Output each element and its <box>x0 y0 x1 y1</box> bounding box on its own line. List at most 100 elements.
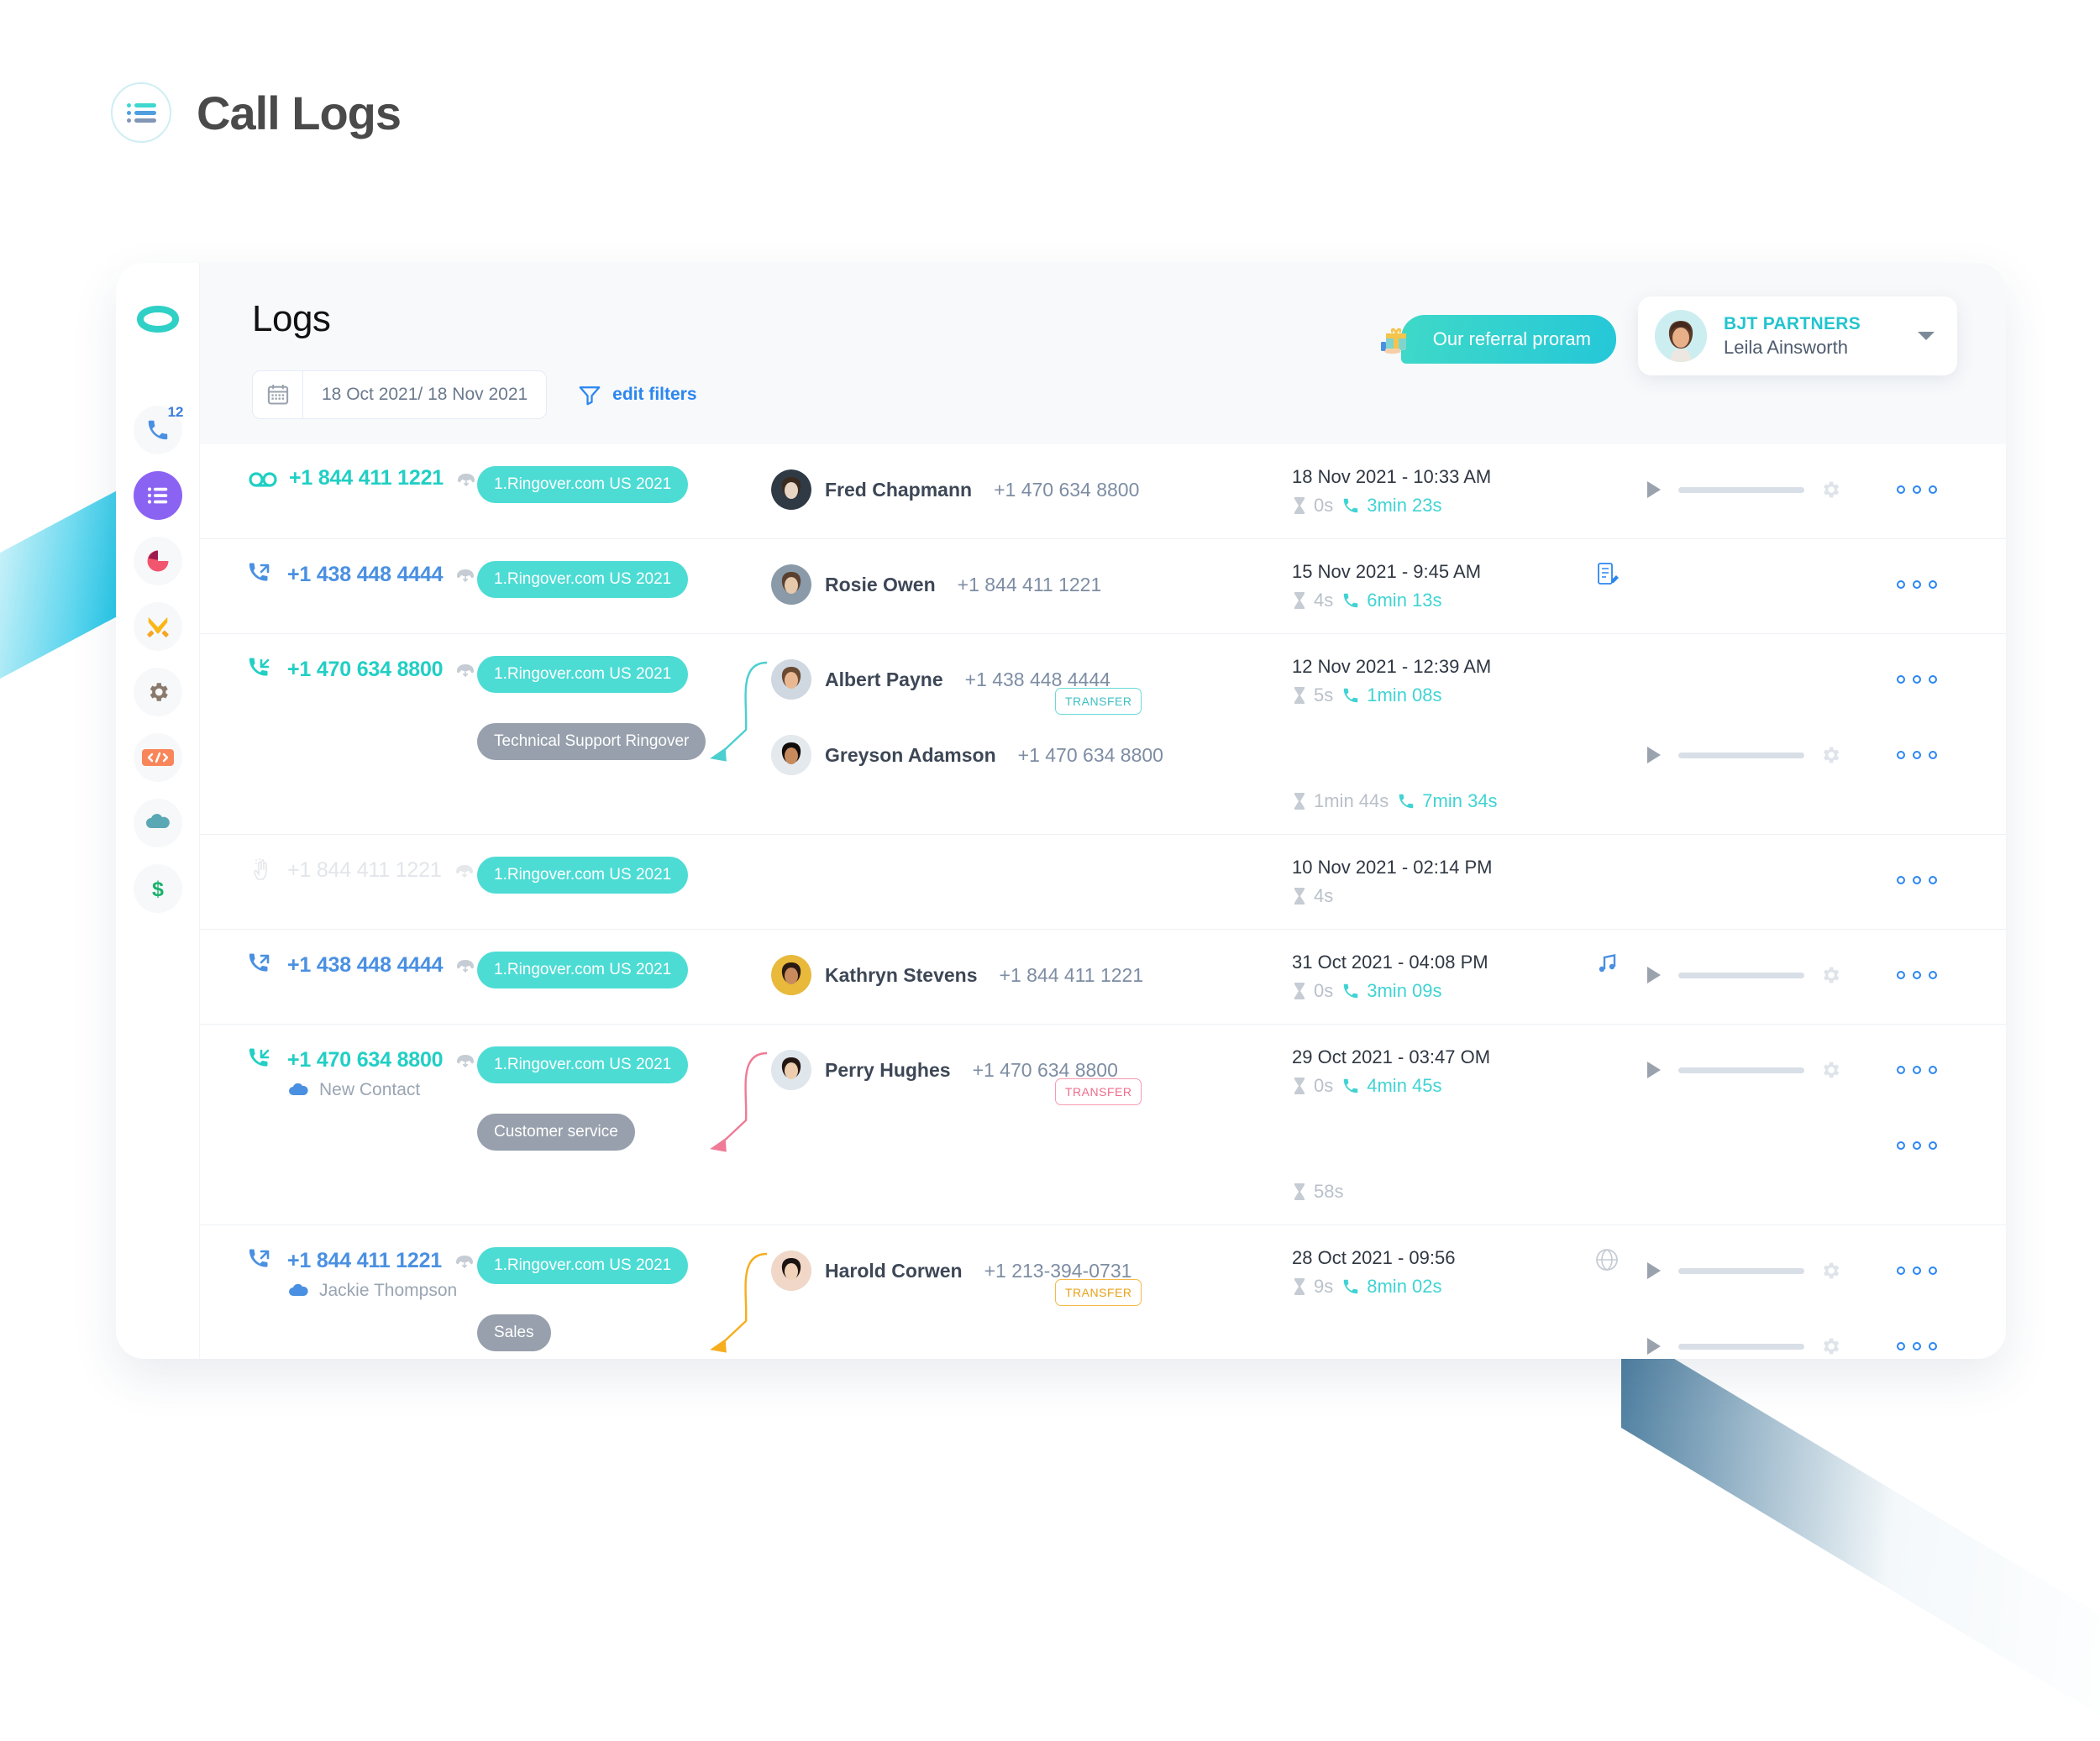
participant[interactable]: Harold Corwen +1 213-394-0731 <box>771 1247 1292 1294</box>
avatar <box>771 1050 811 1090</box>
player-gear-icon[interactable] <box>1819 964 1841 986</box>
table-row[interactable]: +1 438 448 4444 1.Ringover.com US 2021 K… <box>200 929 2006 1024</box>
transfer-badge: TRANSFER <box>1055 1078 1142 1105</box>
note-icon[interactable] <box>1594 561 1620 588</box>
table-row[interactable]: +1 438 448 4444 1.Ringover.com US 2021 R… <box>200 538 2006 633</box>
player-gear-icon[interactable] <box>1819 479 1841 501</box>
table-row[interactable]: +1 470 634 8800 New Contact 1.Ringover.co… <box>200 1024 2006 1224</box>
row-annotation-cell <box>1569 835 1645 929</box>
more-options-button[interactable] <box>1897 466 2006 513</box>
globe-icon[interactable] <box>1594 1247 1620 1272</box>
account-menu[interactable]: BJT PARTNERS Leila Ainsworth <box>1638 296 1957 375</box>
hourglass-icon <box>1294 1078 1305 1094</box>
sidebar-item-campaigns[interactable] <box>133 602 182 651</box>
participant[interactable]: Greyson Adamson +1 470 634 8800 <box>771 732 1292 779</box>
call-timestamp: 28 Oct 2021 - 09:56 <box>1292 1247 1456 1268</box>
sidebar-item-phone[interactable]: 12 <box>133 404 184 454</box>
audio-player[interactable] <box>1645 1323 1897 1359</box>
more-options-button[interactable] <box>1897 656 2006 703</box>
call-source-cell: +1 470 634 8800 <box>200 634 477 834</box>
sidebar-item-billing[interactable]: $ <box>133 864 182 913</box>
audio-player[interactable] <box>1645 466 1897 513</box>
call-source-cell: +1 470 634 8800 New Contact <box>200 1025 477 1224</box>
transfer-flow-cell <box>687 1225 771 1359</box>
progress-track[interactable] <box>1678 1267 1804 1274</box>
more-options-button[interactable] <box>1897 857 2006 904</box>
play-icon[interactable] <box>1645 745 1663 765</box>
sidebar-item-statistics[interactable] <box>133 537 182 585</box>
tag-pill[interactable]: 1.Ringover.com US 2021 <box>477 1247 689 1284</box>
edit-filters-button[interactable]: edit filters <box>577 382 697 407</box>
date-range-picker[interactable]: 18 Oct 2021/ 18 Nov 2021 <box>252 370 548 419</box>
table-row[interactable]: +1 844 411 1221 1.Ringover.com US 2021 F… <box>200 444 2006 538</box>
progress-track[interactable] <box>1678 1067 1804 1073</box>
play-icon[interactable] <box>1645 1060 1663 1080</box>
more-options-button[interactable] <box>1897 561 2006 608</box>
more-options-button[interactable] <box>1897 952 2006 999</box>
referral-label[interactable]: Our referral proram <box>1400 315 1616 364</box>
call-timestamp: 15 Nov 2021 - 9:45 AM <box>1292 561 1482 582</box>
sidebar-item-logs[interactable] <box>133 471 182 520</box>
more-options-button[interactable] <box>1897 1323 2006 1359</box>
player-gear-icon[interactable] <box>1819 744 1841 766</box>
avatar <box>1655 310 1707 362</box>
tag-pill[interactable]: 1.Ringover.com US 2021 <box>477 1046 689 1083</box>
table-row[interactable]: +1 844 411 1221 Jackie Thompson 1.Ringove… <box>200 1224 2006 1359</box>
player-gear-icon[interactable] <box>1819 1059 1841 1081</box>
participant[interactable]: Albert Payne +1 438 448 4444 <box>771 656 1292 703</box>
audio-player[interactable] <box>1645 1247 1897 1294</box>
player-gear-icon[interactable] <box>1819 1260 1841 1282</box>
participant[interactable]: Rosie Owen +1 844 411 1221 <box>771 561 1292 608</box>
ringover-logo[interactable] <box>136 298 179 340</box>
play-icon[interactable] <box>1645 965 1663 985</box>
row-actions-cell <box>1897 444 2006 538</box>
audio-player-empty <box>1645 857 1897 904</box>
wait-time: 4s <box>1292 885 1333 907</box>
list-icon <box>147 487 167 504</box>
progress-track[interactable] <box>1678 486 1804 493</box>
chevron-down-icon[interactable] <box>1897 330 1935 342</box>
referral-banner[interactable]: Our referral proram <box>1376 315 1616 364</box>
audio-player[interactable] <box>1645 1046 1897 1093</box>
tag-pill[interactable]: Customer service <box>477 1114 635 1151</box>
source-number: +1 844 411 1221 <box>287 857 442 882</box>
progress-track[interactable] <box>1678 752 1804 758</box>
tag-pill[interactable]: 1.Ringover.com US 2021 <box>477 952 689 988</box>
participant-number: +1 470 634 8800 <box>972 1058 1118 1081</box>
audio-player[interactable] <box>1645 732 1897 779</box>
tag-pill[interactable]: Technical Support Ringover <box>477 723 706 760</box>
hourglass-icon <box>1294 687 1305 704</box>
account-user-name: Leila Ainsworth <box>1724 336 1848 358</box>
tag-pill[interactable]: 1.Ringover.com US 2021 <box>477 857 689 894</box>
sidebar-item-settings[interactable] <box>133 668 182 716</box>
participants-cell: Albert Payne +1 438 448 4444 Greyson Ada… <box>771 634 1292 834</box>
call-timestamp: 29 Oct 2021 - 03:47 OM <box>1292 1046 1491 1067</box>
audio-player[interactable] <box>1645 952 1897 999</box>
music-note-icon[interactable] <box>1595 952 1619 975</box>
more-options-button[interactable] <box>1897 1122 2006 1169</box>
transfer-flow-cell <box>687 1025 771 1224</box>
participant[interactable]: Fred Chapmann +1 470 634 8800 <box>771 466 1292 513</box>
more-options-button[interactable] <box>1897 1046 2006 1093</box>
table-row[interactable]: +1 470 634 8800 1.Ringover.com US 2021 Te… <box>200 633 2006 834</box>
more-options-button[interactable] <box>1897 732 2006 779</box>
play-icon[interactable] <box>1645 1336 1663 1356</box>
tag-pill[interactable]: 1.Ringover.com US 2021 <box>477 656 689 693</box>
progress-track[interactable] <box>1678 972 1804 978</box>
progress-track[interactable] <box>1678 1343 1804 1350</box>
call-duration: 3min 23s <box>1341 495 1442 517</box>
play-icon[interactable] <box>1645 1261 1663 1281</box>
player-gear-icon[interactable] <box>1819 1335 1841 1357</box>
participant[interactable]: Perry Hughes +1 470 634 8800 <box>771 1046 1292 1093</box>
tags-cell: 1.Ringover.com US 2021 Sales <box>477 1225 689 1359</box>
sidebar-item-integrations[interactable] <box>133 799 182 847</box>
table-row[interactable]: +1 844 411 1221 1.Ringover.com US 2021 10… <box>200 834 2006 929</box>
tag-pill[interactable]: 1.Ringover.com US 2021 <box>477 466 689 503</box>
more-options-button[interactable] <box>1897 1247 2006 1294</box>
gift-icon <box>1376 320 1415 359</box>
tag-pill[interactable]: Sales <box>477 1314 551 1351</box>
tag-pill[interactable]: 1.Ringover.com US 2021 <box>477 561 689 598</box>
participant[interactable]: Kathryn Stevens +1 844 411 1221 <box>771 952 1292 999</box>
play-icon[interactable] <box>1645 480 1663 500</box>
sidebar-item-developer[interactable] <box>133 733 182 782</box>
